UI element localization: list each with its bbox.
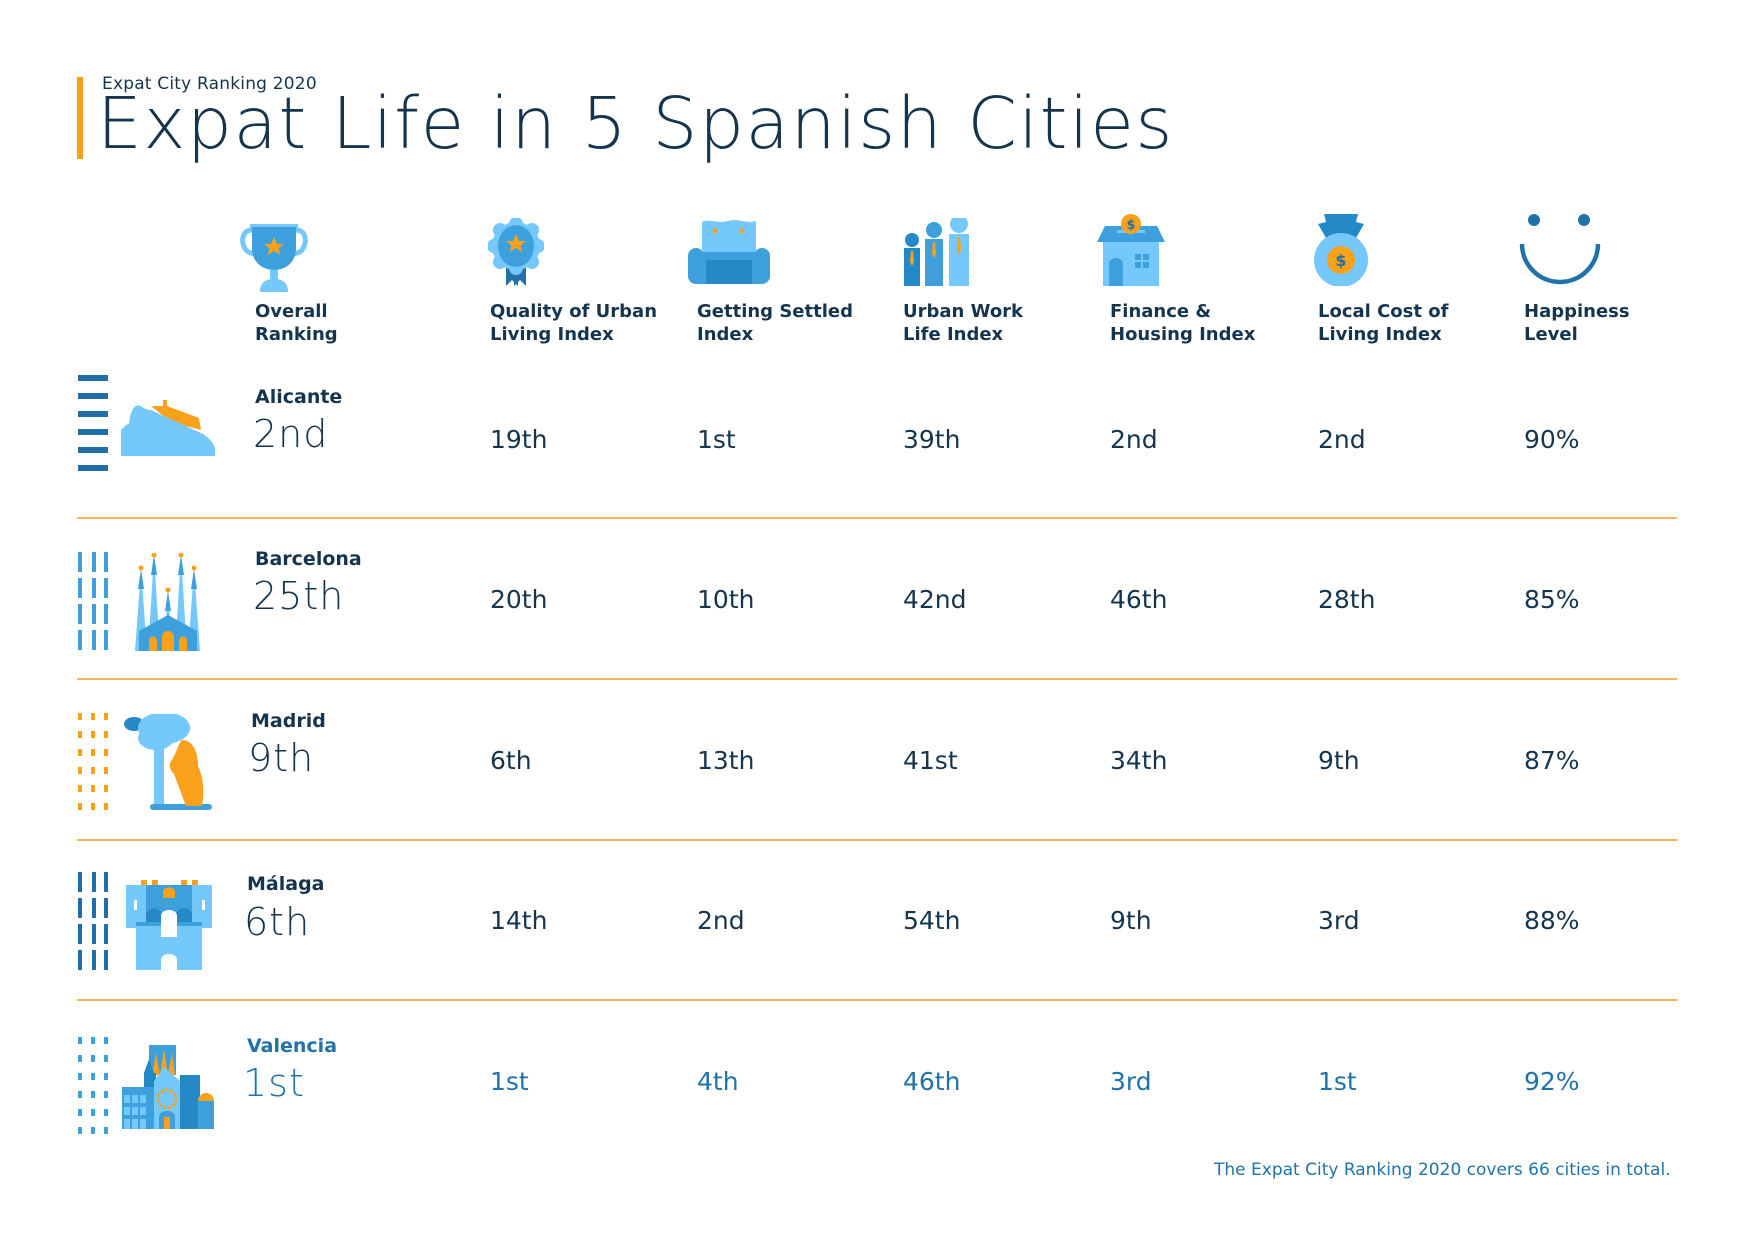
- column-header-line: Level: [1524, 324, 1578, 345]
- money-bag-icon: $: [1314, 214, 1368, 286]
- column-header-line: Quality of Urban: [490, 301, 658, 322]
- finance-housing-value: 2nd: [1110, 425, 1158, 454]
- alcazaba-icon: [126, 880, 212, 970]
- column-header-getting-settled: Getting Settled Index: [697, 300, 853, 346]
- house-coin-icon: $: [1097, 214, 1165, 286]
- local-cost-of-living-value: 2nd: [1318, 425, 1366, 454]
- urban-work-life-value: 54th: [903, 906, 961, 935]
- footer-note: The Expat City Ranking 2020 covers 66 ci…: [1214, 1160, 1671, 1180]
- rosette-icon: [488, 218, 544, 286]
- local-cost-of-living-value: 28th: [1318, 585, 1376, 614]
- happiness-level-value: 87%: [1524, 746, 1580, 775]
- overall-rank: 6th: [244, 900, 311, 944]
- finance-housing-value: 46th: [1110, 585, 1168, 614]
- quality-urban-living-value: 20th: [490, 585, 548, 614]
- stripes-decoration-icon: [78, 872, 108, 970]
- getting-settled-value: 1st: [697, 425, 736, 454]
- happiness-level-value: 92%: [1524, 1067, 1580, 1096]
- urban-work-life-value: 42nd: [903, 585, 967, 614]
- page-title: Expat Life in 5 Spanish Cities: [97, 82, 1174, 165]
- happiness-level-value: 88%: [1524, 906, 1580, 935]
- column-header-line: Living Index: [490, 324, 614, 345]
- people-icon: [904, 218, 969, 286]
- column-header-quality-urban-living: Quality of Urban Living Index: [490, 300, 657, 346]
- happiness-level-value: 90%: [1524, 425, 1580, 454]
- column-header-line: Happiness: [1524, 301, 1630, 322]
- urban-work-life-value: 39th: [903, 425, 961, 454]
- svg-text:$: $: [1126, 218, 1135, 233]
- city-name: Alicante: [255, 386, 343, 408]
- column-header-line: Ranking: [255, 324, 338, 345]
- overall-rank: 25th: [253, 574, 345, 618]
- column-header-line: Overall: [255, 301, 328, 322]
- city-name: Valencia: [247, 1035, 338, 1057]
- row-divider: [77, 678, 1677, 680]
- quality-urban-living-value: 6th: [490, 746, 532, 775]
- column-header-line: Urban Work: [903, 301, 1024, 322]
- quality-urban-living-value: 14th: [490, 906, 548, 935]
- local-cost-of-living-value: 1st: [1318, 1067, 1357, 1096]
- column-header-line: Housing Index: [1110, 324, 1256, 345]
- row-divider: [77, 999, 1677, 1001]
- overall-rank: 9th: [248, 736, 315, 780]
- column-header-line: Index: [697, 324, 754, 345]
- getting-settled-value: 2nd: [697, 906, 745, 935]
- local-cost-of-living-value: 3rd: [1318, 906, 1360, 935]
- column-header-finance-housing: Finance & Housing Index: [1110, 300, 1255, 346]
- row-divider: [77, 839, 1677, 841]
- city-name: Madrid: [251, 710, 326, 732]
- stripes-decoration-icon: [78, 713, 108, 810]
- finance-housing-value: 3rd: [1110, 1067, 1152, 1096]
- castle-hill-icon: [121, 400, 215, 456]
- row-divider: [77, 517, 1677, 519]
- overall-rank: 1st: [243, 1061, 305, 1105]
- column-header-line: Getting Settled: [697, 301, 853, 322]
- city-name: Barcelona: [255, 548, 362, 570]
- stripes-decoration-icon: [78, 552, 108, 650]
- finance-housing-value: 34th: [1110, 746, 1168, 775]
- quality-urban-living-value: 1st: [490, 1067, 529, 1096]
- column-header-line: Living Index: [1318, 324, 1442, 345]
- getting-settled-value: 10th: [697, 585, 755, 614]
- bear-tree-icon: [124, 714, 212, 810]
- page-subtitle: Expat City Ranking 2020: [102, 74, 317, 94]
- smiley-icon: [1519, 214, 1601, 285]
- column-header-urban-work-life: Urban Work Life Index: [903, 300, 1023, 346]
- cathedral-icon: [122, 1045, 214, 1129]
- column-header-line: Life Index: [903, 324, 1004, 345]
- getting-settled-value: 13th: [697, 746, 755, 775]
- trophy-icon: [240, 224, 308, 292]
- column-header-overall-ranking: Overall Ranking: [255, 300, 338, 346]
- local-cost-of-living-value: 9th: [1318, 746, 1360, 775]
- urban-work-life-value: 46th: [903, 1067, 961, 1096]
- finance-housing-value: 9th: [1110, 906, 1152, 935]
- svg-text:$: $: [1335, 251, 1346, 270]
- stripes-decoration-icon: [78, 1037, 108, 1134]
- happiness-level-value: 85%: [1524, 585, 1580, 614]
- urban-work-life-value: 41st: [903, 746, 958, 775]
- column-header-happiness-level: Happiness Level: [1524, 300, 1630, 346]
- overall-rank: 2nd: [253, 412, 329, 456]
- column-header-line: Finance &: [1110, 301, 1212, 322]
- getting-settled-value: 4th: [697, 1067, 739, 1096]
- armchair-icon: [688, 220, 770, 284]
- column-header-line: Local Cost of: [1318, 301, 1449, 322]
- sagrada-familia-icon: [135, 553, 200, 651]
- city-name: Málaga: [247, 873, 325, 895]
- column-header-local-cost-of-living: Local Cost of Living Index: [1318, 300, 1448, 346]
- quality-urban-living-value: 19th: [490, 425, 548, 454]
- title-accent-bar: [77, 77, 83, 159]
- stripes-decoration-icon: [78, 375, 108, 471]
